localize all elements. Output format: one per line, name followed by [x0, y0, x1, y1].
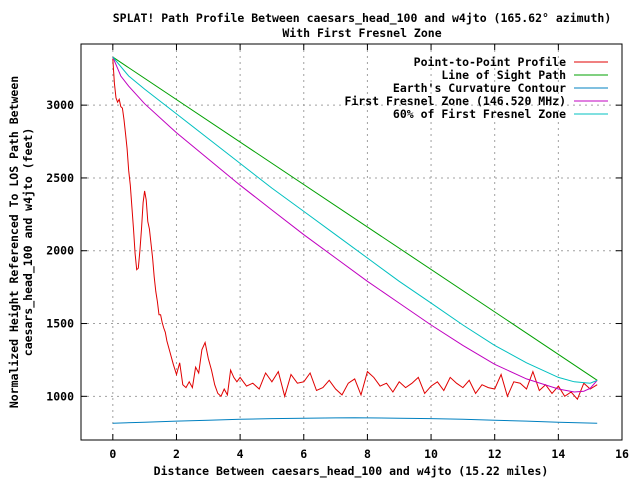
- series-line-earth-s-curvature-contour: [112, 417, 598, 424]
- x-tick-label: 2: [173, 447, 180, 461]
- y-tick-label: 2500: [46, 171, 74, 185]
- y-tick-label: 3000: [46, 98, 74, 112]
- x-tick-label: 14: [551, 447, 565, 461]
- series-line-first-fresnel-zone-146-520-mhz: [112, 56, 598, 393]
- x-tick-label: 8: [364, 447, 371, 461]
- x-tick-label: 6: [300, 447, 307, 461]
- y-tick-label: 2000: [46, 244, 74, 258]
- y-axis-label-line2: caesars_head_100 and w4jto (feet): [21, 128, 36, 356]
- axis-ticks: 0 2 4 6 8 10 12 14 16 1000 1500 2000 2500 3000: [46, 44, 629, 461]
- legend-label: First Fresnel Zone (146.520 MHz): [344, 94, 566, 108]
- series-line-point-to-point-profile: [112, 58, 598, 401]
- series-line-line-of-sight-path: [112, 56, 598, 381]
- grid-lines: [81, 44, 623, 440]
- legend-label: 60% of First Fresnel Zone: [393, 107, 566, 121]
- series-lines: [112, 56, 598, 424]
- x-tick-label: 12: [488, 447, 502, 461]
- x-tick-label: 10: [424, 447, 438, 461]
- legend-label: Point-to-Point Profile: [414, 55, 566, 69]
- y-tick-label: 1000: [46, 389, 74, 403]
- x-tick-label: 4: [237, 447, 244, 461]
- y-axis-label-line1: Normalized Height Referenced To LOS Path…: [7, 76, 21, 408]
- legend-label: Line of Sight Path: [441, 68, 566, 82]
- legend-label: Earth's Curvature Contour: [393, 81, 566, 95]
- series-line-60-of-first-fresnel-zone: [112, 56, 598, 384]
- x-tick-label: 16: [615, 447, 629, 461]
- x-axis-label: Distance Between caesars_head_100 and w4…: [154, 464, 549, 479]
- plot-frame: [80, 43, 623, 441]
- chart-subtitle: With First Fresnel Zone: [282, 26, 441, 40]
- x-tick-label: 0: [109, 447, 116, 461]
- chart-title: SPLAT! Path Profile Between caesars_head…: [113, 11, 612, 26]
- y-tick-label: 1500: [46, 317, 74, 331]
